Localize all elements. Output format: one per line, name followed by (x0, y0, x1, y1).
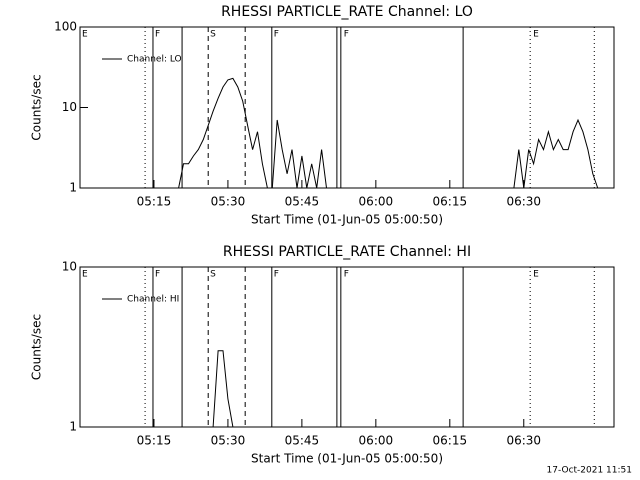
x-tick-label: 06:15 (433, 195, 468, 209)
flag-label: F (155, 270, 160, 280)
y-tick-label: 1 (69, 420, 77, 434)
x-tick-label: 06:00 (359, 195, 394, 209)
x-tick-label: 05:30 (211, 434, 246, 448)
x-axis-label: Start Time (01-Jun-05 05:00:50) (251, 213, 443, 227)
flag-label: F (344, 270, 349, 280)
flag-label: S (210, 270, 216, 280)
x-tick-label: 05:45 (285, 195, 320, 209)
chart-title: RHESSI PARTICLE_RATE Channel: LO (221, 4, 473, 20)
y-tick-label: 1 (69, 181, 77, 195)
timestamp: 17-Oct-2021 11:51 (547, 466, 632, 476)
x-tick-label: 05:45 (285, 434, 320, 448)
x-tick-label: 05:30 (211, 195, 246, 209)
y-tick-label: 100 (54, 20, 77, 34)
chart-title: RHESSI PARTICLE_RATE Channel: HI (223, 244, 471, 260)
flag-label: F (274, 30, 279, 40)
flag-label: F (344, 30, 349, 40)
flag-label: F (274, 270, 279, 280)
x-tick-label: 06:30 (506, 434, 541, 448)
x-axis-label: Start Time (01-Jun-05 05:00:50) (251, 452, 443, 466)
x-tick-label: 06:00 (359, 434, 394, 448)
x-tick-label: 06:30 (506, 195, 541, 209)
y-tick-label: 10 (62, 260, 77, 274)
legend-label: Channel: HI (127, 295, 179, 305)
flag-label: E (533, 270, 539, 280)
x-tick-label: 06:15 (433, 434, 468, 448)
y-axis-label: Counts/sec (30, 74, 44, 140)
legend-label: Channel: LO (127, 55, 182, 65)
flag-label: F (155, 30, 160, 40)
data-line (212, 350, 234, 428)
flag-label: E (82, 270, 88, 280)
x-tick-label: 05:15 (137, 434, 172, 448)
plot-frame (79, 266, 615, 428)
flag-label: E (82, 30, 88, 40)
y-axis-label: Counts/sec (30, 314, 44, 380)
x-tick-label: 05:15 (137, 195, 172, 209)
flag-label: S (210, 30, 216, 40)
flag-label: E (533, 30, 539, 40)
data-line (178, 77, 599, 189)
y-tick-label: 10 (62, 100, 77, 114)
